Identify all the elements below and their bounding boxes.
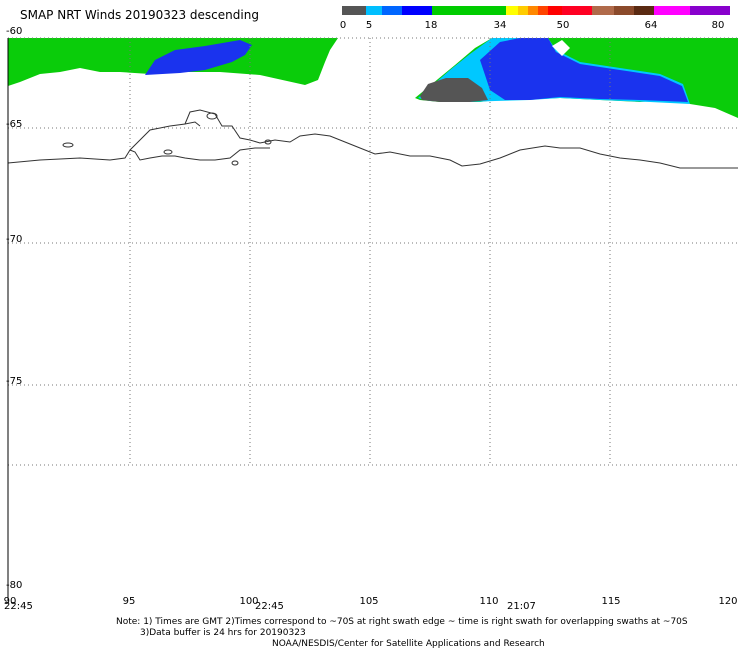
colorbar-label-2: 18 (424, 20, 438, 31)
colorbar-label-5: 64 (644, 20, 658, 31)
lat-label-80: -80 (6, 580, 23, 591)
lon-label-120: 120 (718, 596, 738, 607)
colorbar-segment-7 (528, 6, 538, 15)
lat-label-75: -75 (6, 376, 23, 387)
lat-label-60: -60 (6, 26, 23, 37)
lon-label-100: 100 (239, 596, 259, 607)
lon-label-115: 115 (601, 596, 621, 607)
colorbar-segment-6 (518, 6, 528, 15)
note-line-3: NOAA/NESDIS/Center for Satellite Applica… (272, 639, 545, 649)
map-title: SMAP NRT Winds 20190323 descending (20, 8, 259, 22)
note-line-2: 3)Data buffer is 24 hrs for 20190323 (140, 628, 306, 638)
colorbar-segment-12 (614, 6, 634, 15)
lon-label-105: 105 (359, 596, 379, 607)
colorbar-label-0: 0 (339, 20, 347, 31)
wind-speed-colorbar (342, 6, 730, 15)
colorbar-segment-0 (342, 6, 366, 15)
colorbar-segment-3 (402, 6, 432, 15)
lon-label-95: 95 (122, 596, 136, 607)
colorbar-label-1: 5 (365, 20, 373, 31)
colorbar-segment-2 (382, 6, 402, 15)
colorbar-segment-14 (654, 6, 690, 15)
swath-time-2: 22:45 (255, 601, 284, 612)
colorbar-segment-8 (538, 6, 548, 15)
lat-label-70: -70 (6, 234, 23, 245)
swath-time-3: 21:07 (507, 601, 536, 612)
colorbar-segment-11 (592, 6, 614, 15)
colorbar-label-3: 34 (493, 20, 507, 31)
swath-time-1: 22:45 (4, 601, 33, 612)
antarctic-coastline (7, 109, 738, 169)
colorbar-segment-1 (366, 6, 382, 15)
lon-label-110: 110 (479, 596, 499, 607)
colorbar-segment-9 (548, 6, 562, 15)
wind-swath-left (8, 38, 338, 86)
graticule (8, 37, 738, 466)
lon-label-90: 90 (3, 596, 17, 607)
colorbar-segment-10 (562, 6, 592, 15)
colorbar-segment-15 (690, 6, 730, 15)
colorbar-segment-13 (634, 6, 654, 15)
colorbar-label-6: 80 (711, 20, 725, 31)
colorbar-label-4: 50 (556, 20, 570, 31)
lat-label-65: -65 (6, 119, 23, 130)
wind-swath-right (415, 38, 738, 118)
note-line-1: Note: 1) Times are GMT 2)Times correspon… (116, 617, 688, 627)
colorbar-segment-4 (432, 6, 506, 15)
colorbar-segment-5 (506, 6, 518, 15)
